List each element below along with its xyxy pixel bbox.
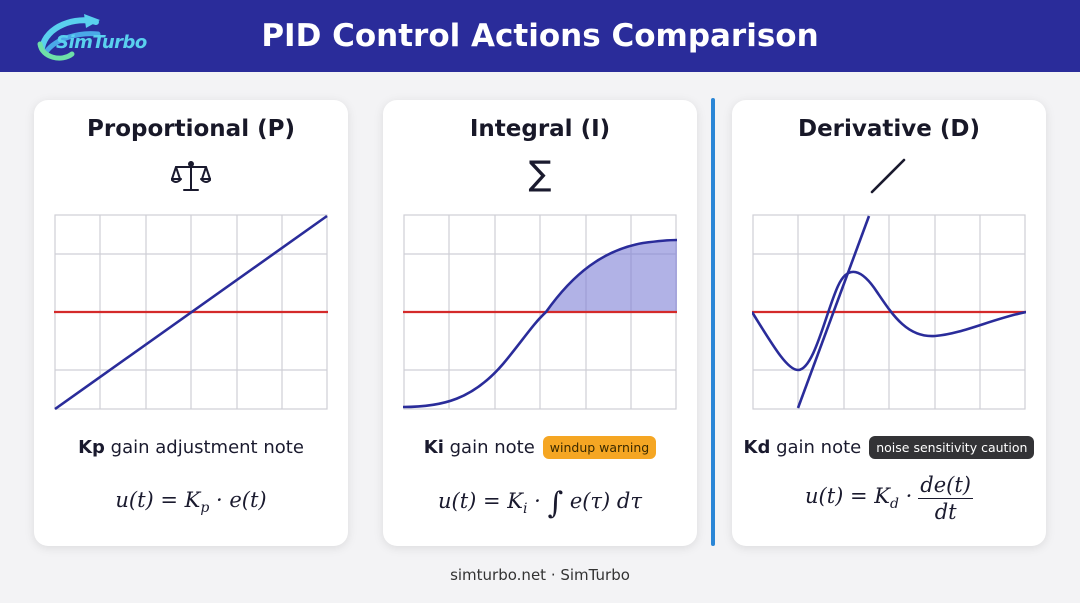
balance-scale-icon — [171, 161, 211, 191]
card-title-integral: Integral (I) — [469, 116, 611, 142]
note-text-integral: gain note — [449, 436, 535, 458]
formula-derivative: u(t) = Kd · de(t) dt — [804, 473, 973, 524]
gain-symbol-ki: Ki — [423, 436, 444, 458]
integral-graph — [403, 214, 677, 410]
note-derivative: Kd gain note noise sensitivity caution — [732, 432, 1046, 462]
proportional-response-line — [54, 214, 328, 410]
header-bar: SimTurbo PID Control Actions Comparison — [0, 0, 1080, 72]
gain-symbol-kp: Kp — [78, 436, 105, 458]
note-text-derivative: gain note — [776, 436, 862, 458]
proportional-graph — [54, 214, 328, 410]
derivative-response-curve — [752, 270, 1026, 372]
page-title: PID Control Actions Comparison — [261, 18, 819, 54]
tangent-line — [796, 215, 871, 409]
simturbo-logo-icon — [37, 14, 101, 61]
noise-sensitivity-badge: noise sensitivity caution — [869, 435, 1035, 459]
derivative-graph — [752, 214, 1026, 410]
footer-text: simturbo.net · SimTurbo — [450, 566, 630, 584]
note-text-proportional: gain adjustment note — [110, 436, 304, 458]
card-title-derivative: Derivative (D) — [797, 116, 981, 142]
formula-proportional: u(t) = Kp · e(t) — [115, 488, 267, 517]
note-proportional: Kp gain adjustment note — [34, 432, 348, 462]
integral-shaded-area — [546, 240, 677, 312]
logo-text: SimTurbo — [56, 32, 147, 53]
slope-icon — [870, 158, 906, 194]
sigma-icon: ∑ — [528, 154, 552, 194]
formula-integral: u(t) = Ki · ∫ e(τ) dτ — [438, 486, 642, 521]
gain-symbol-kd: Kd — [743, 436, 771, 458]
card-title-proportional: Proportional (P) — [87, 116, 295, 142]
section-divider — [711, 98, 715, 546]
integral-response-curve — [403, 238, 677, 409]
note-integral: Ki gain note windup warning — [383, 432, 697, 462]
windup-warning-badge: windup warning — [542, 435, 657, 459]
